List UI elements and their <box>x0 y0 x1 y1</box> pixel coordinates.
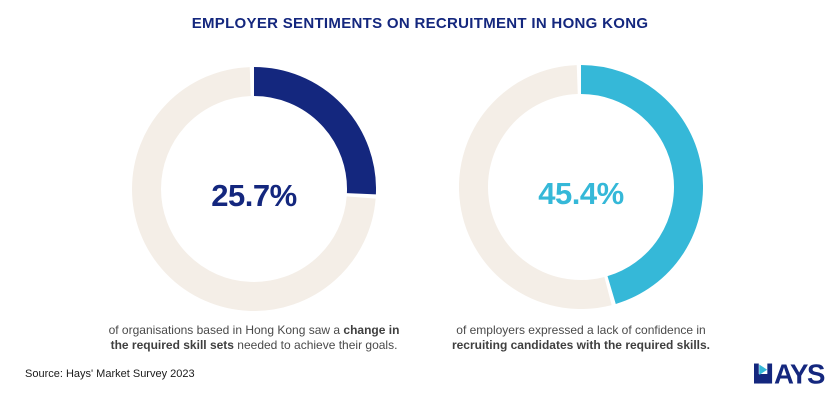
donut-segment <box>253 67 376 195</box>
hays-logo-triangle-icon <box>759 364 768 375</box>
hays-logo-rest: AYS <box>774 361 825 387</box>
donut-ring-left <box>132 67 376 311</box>
donut-value-label-right: 45.4% <box>538 176 624 211</box>
hays-logo-h-lower-fill <box>757 374 769 384</box>
donut-caption-left: of organisations based in Hong Kong saw … <box>108 323 400 352</box>
donut-value-label-left: 25.7% <box>211 178 297 213</box>
donut-segment <box>580 65 703 304</box>
hays-logo-h-right-stem <box>767 363 773 384</box>
hays-logo: AYS <box>754 361 826 387</box>
donut-chart-left: 25.7% <box>132 67 376 311</box>
donut-chart-right: 45.4% <box>459 65 703 309</box>
infographic-title: EMPLOYER SENTIMENTS ON RECRUITMENT IN HO… <box>191 15 649 32</box>
donut-track <box>132 67 376 311</box>
donut-ring-right <box>459 65 703 309</box>
source-note: Source: Hays' Market Survey 2023 <box>25 368 195 380</box>
donut-caption-right: of employers expressed a lack of confide… <box>451 323 711 352</box>
hays-logo-h-left-stem <box>754 363 759 384</box>
donut-track <box>459 65 612 309</box>
